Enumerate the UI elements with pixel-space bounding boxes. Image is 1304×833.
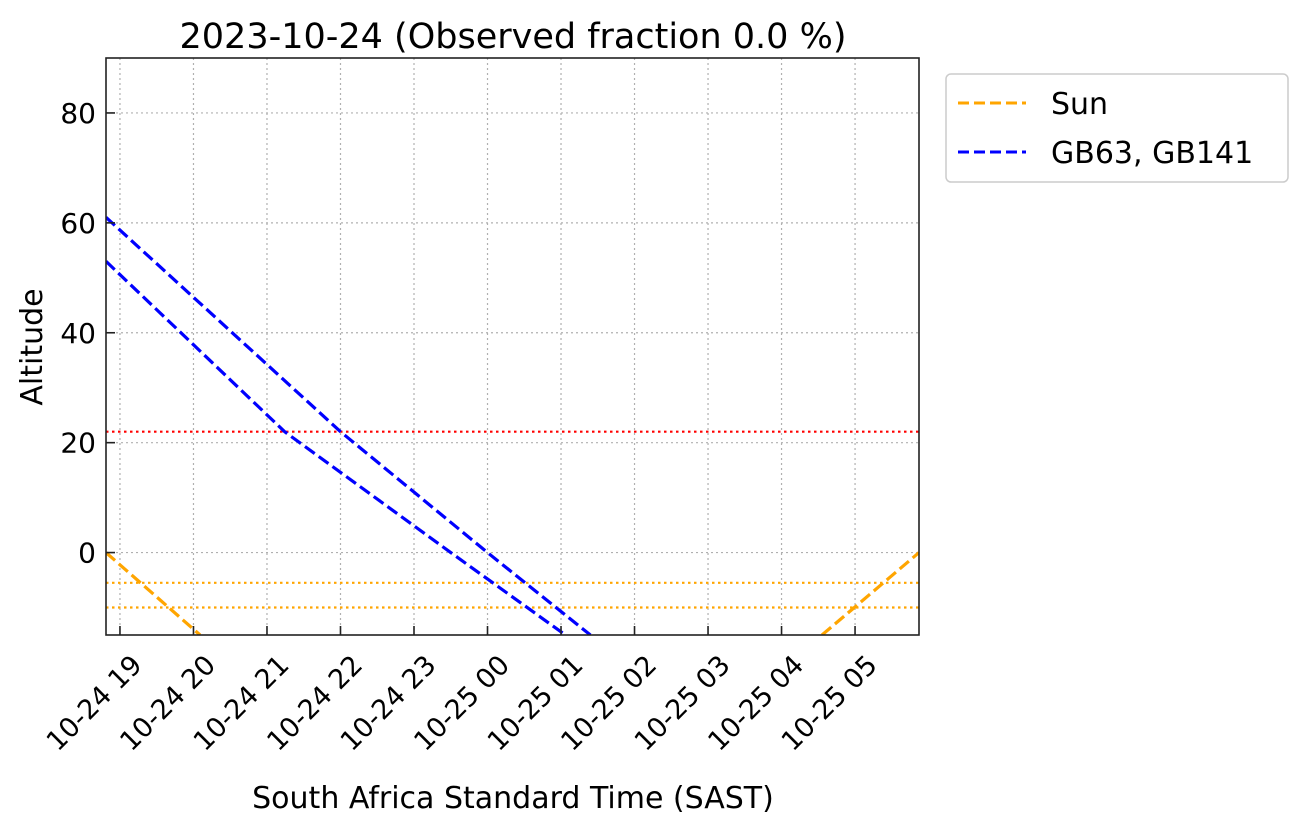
legend-label-sun: Sun: [1051, 87, 1108, 122]
series-line-sun: [106, 551, 202, 635]
y-tick-label: 80: [60, 97, 96, 130]
y-tick-label: 20: [60, 427, 96, 460]
y-tick-label: 0: [78, 537, 96, 570]
chart-title: 2023-10-24 (Observed fraction 0.0 %): [180, 17, 847, 57]
y-tick-label: 60: [60, 207, 96, 240]
legend: Sun GB63, GB141: [945, 73, 1289, 183]
legend-label-targets: GB63, GB141: [1051, 136, 1253, 171]
plot-frame: [105, 57, 920, 636]
y-tick-label: 40: [60, 317, 96, 350]
x-axis-label: South Africa Standard Time (SAST): [252, 781, 774, 816]
legend-box: [945, 73, 1289, 183]
series-line-sun: [820, 551, 919, 635]
series-line-gb63-gb141: [106, 216, 592, 635]
series-line-gb63-gb141-2-: [106, 260, 567, 635]
y-axis-label: Altitude: [15, 288, 50, 405]
